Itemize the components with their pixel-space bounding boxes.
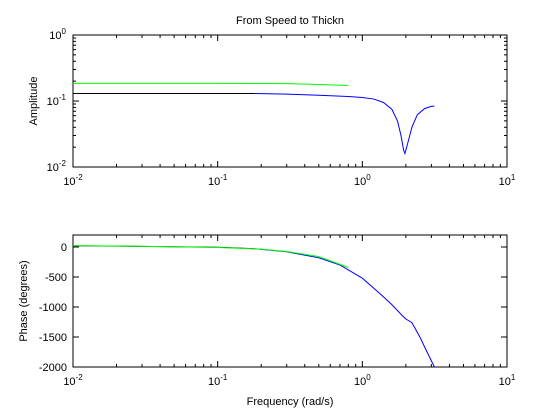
x-tick-label-exponent: -1 [220,373,228,382]
y-tick-label: -500 [45,272,67,284]
y-tick-label: 10-1 [47,93,67,108]
y-tick-label: 0 [61,242,67,254]
x-tick-label-exponent: 0 [366,173,371,182]
x-tick-label: 101 [499,173,516,188]
x-tick-label: 100 [354,173,371,188]
series-line-2 [73,82,349,86]
series-line-1 [254,248,435,367]
axes-box [72,234,508,368]
x-tick-label-base: 10 [63,376,75,388]
y-tick-label-base: 10 [47,162,59,174]
x-tick-label-exponent: -2 [76,373,84,382]
x-tick-label-base: 10 [499,376,511,388]
x-tick-label-exponent: 1 [511,173,516,182]
x-tick-label-exponent: 1 [511,373,516,382]
x-tick-label-exponent: -2 [76,173,84,182]
chart-title: From Speed to Thickn [236,15,344,27]
x-tick-label-base: 10 [354,376,366,388]
x-tick-label-base: 10 [499,176,511,188]
y-tick-label-exponent: -1 [59,93,67,102]
x-tick-label-exponent: 0 [366,373,371,382]
x-tick-label: 10-2 [63,373,83,388]
y-tick-label-exponent: 0 [62,27,67,36]
x-tick-label-base: 10 [63,176,75,188]
x-tick-label: 10-2 [63,173,83,188]
y-tick-label: 100 [49,27,66,42]
y-tick-label: 10-2 [47,159,67,174]
x-tick-label: 101 [499,373,516,388]
y-axis-label: Amplitude [28,77,40,126]
y-tick-label: -2000 [39,362,67,374]
series-line-2 [73,245,349,268]
y-axis-label: Phase (degrees) [18,260,30,341]
y-tick-label: -1500 [39,332,67,344]
series-line-1 [254,92,435,156]
x-tick-label-base: 10 [208,376,220,388]
x-tick-label-exponent: -1 [220,173,228,182]
x-axis-label: Frequency (rad/s) [247,396,334,408]
y-tick-label-exponent: -2 [59,159,67,168]
y-tick-label-base: 10 [47,96,59,108]
x-tick-label-base: 10 [208,176,220,188]
x-tick-label-base: 10 [354,176,366,188]
x-tick-label: 100 [354,373,371,388]
axes-box [72,34,508,168]
phase-panel: 10-2 10-1 100 1010-500-1000-1500-2000Phase … [18,234,516,408]
x-tick-label: 10-1 [208,173,228,188]
y-tick-label-base: 10 [49,30,61,42]
x-tick-label: 10-1 [208,373,228,388]
y-tick-label: -1000 [39,302,67,314]
